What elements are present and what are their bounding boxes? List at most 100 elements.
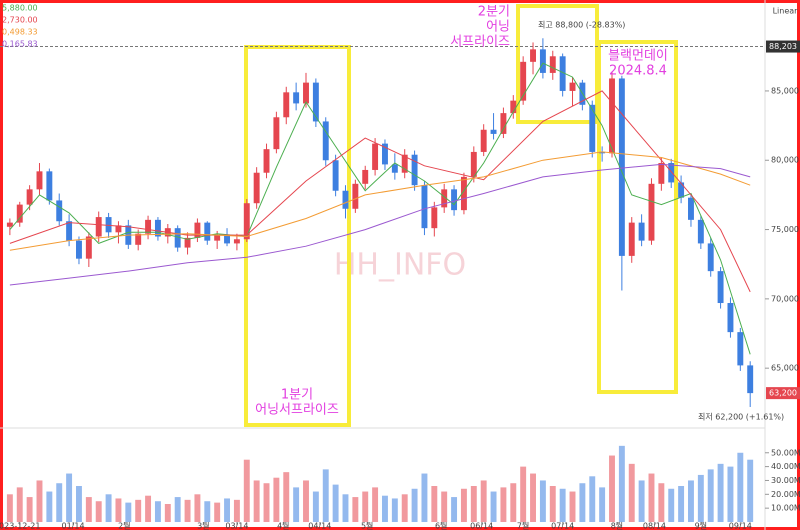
candle-body	[85, 236, 92, 259]
price-tag	[766, 387, 800, 400]
y-tick-label: 70,000	[771, 294, 799, 303]
volume-bar	[6, 494, 13, 522]
x-tick-label: 023-12-21	[0, 522, 40, 530]
scale-mode[interactable]: Linear	[773, 7, 799, 16]
volume-bar	[510, 483, 517, 522]
candle-body	[243, 203, 250, 240]
candle-body	[697, 219, 704, 244]
candle-body	[95, 217, 102, 237]
candle-body	[273, 117, 280, 150]
y-tick-label: 80,000	[771, 156, 799, 165]
volume-bar	[95, 501, 102, 522]
ma-line	[9, 90, 751, 293]
volume-bar	[16, 487, 23, 522]
candle-body	[490, 129, 497, 134]
y-tick-label: 20.00M	[771, 490, 800, 499]
volume-bar	[460, 488, 467, 522]
volume-bar	[224, 498, 230, 522]
candle-body	[145, 219, 152, 234]
volume-bar	[747, 459, 754, 522]
x-tick-label: 2월	[118, 521, 130, 530]
candle-body	[618, 78, 625, 256]
legend-entry: 0,498.33	[2, 28, 38, 37]
candle-body	[727, 303, 734, 333]
volume-bar	[233, 499, 240, 522]
volume-bar	[638, 480, 645, 522]
volume-bar	[579, 483, 586, 522]
volume-bar	[303, 480, 309, 522]
highlight-box	[597, 40, 678, 394]
candle-body	[737, 332, 744, 366]
volume-bar	[401, 494, 408, 522]
volume-bar	[125, 502, 132, 522]
candle-body	[539, 49, 546, 73]
high-label: 최고 88,800 (-28.83%)	[538, 20, 625, 30]
price-tag	[766, 40, 800, 53]
candle-body	[36, 171, 43, 190]
candle-body	[599, 151, 606, 154]
candle-body	[76, 240, 82, 259]
volume-bar	[727, 466, 734, 522]
candle-body	[688, 197, 694, 220]
candle-body	[470, 151, 477, 177]
candle-body	[520, 61, 527, 101]
volume-bar	[164, 504, 171, 522]
candle-body	[391, 164, 398, 173]
volume-bar	[589, 476, 596, 522]
volume-bar	[441, 491, 448, 522]
annotation: 어닝	[486, 20, 510, 35]
candle-body	[46, 171, 53, 201]
candle-body	[480, 129, 487, 152]
y-tick-label: 75,000	[771, 225, 799, 234]
low-label: 최저 62,200 (+1.61%)	[698, 412, 784, 422]
candle-body	[668, 163, 675, 183]
volume-bar	[569, 491, 576, 522]
volume-bar	[668, 488, 675, 522]
volume-bar	[312, 491, 319, 522]
y-tick-label: 50.00M	[771, 448, 800, 457]
candle-body	[135, 233, 142, 245]
candle-body	[174, 228, 181, 248]
candle-body	[224, 235, 230, 244]
volume-bar	[145, 495, 152, 522]
volume-bar	[628, 463, 635, 522]
volume-bar	[56, 483, 63, 522]
candle-body	[352, 183, 359, 209]
volume-bar	[105, 494, 112, 522]
candle-body	[707, 243, 714, 272]
y-tick-label: 10.00M	[771, 504, 800, 513]
legend-entry: 5,880.00	[2, 4, 38, 13]
volume-bar	[549, 486, 556, 522]
volume-bar	[204, 501, 211, 522]
volume-bar	[688, 480, 694, 522]
y-tick-label: 65,000	[771, 364, 799, 373]
ma-line	[9, 62, 751, 355]
candle-body	[658, 163, 665, 184]
volume-bar	[480, 480, 487, 522]
volume-bar	[184, 499, 191, 522]
volume-bar	[46, 491, 53, 522]
candle-body	[460, 176, 467, 211]
x-tick-label: 07/14	[551, 522, 574, 530]
volume-bar	[66, 473, 73, 522]
candle-body	[421, 185, 428, 229]
candle-body	[214, 235, 221, 241]
x-tick-label: 9월	[695, 521, 707, 530]
candle-body	[105, 217, 112, 233]
x-tick-label: 09/14	[729, 522, 752, 530]
volume-bar	[539, 480, 546, 522]
candle-body	[293, 92, 300, 104]
candle-body	[253, 172, 260, 204]
candle-body	[569, 82, 576, 91]
candle-body	[510, 100, 517, 114]
candle-body	[6, 222, 13, 227]
price-tag-label: 63,200	[769, 389, 797, 398]
volume-bar	[174, 497, 181, 522]
volume-bar	[391, 498, 398, 522]
x-tick-label: 5월	[361, 521, 373, 530]
candle-body	[401, 154, 408, 173]
ma-line	[9, 163, 751, 286]
volume-bar	[500, 487, 507, 522]
